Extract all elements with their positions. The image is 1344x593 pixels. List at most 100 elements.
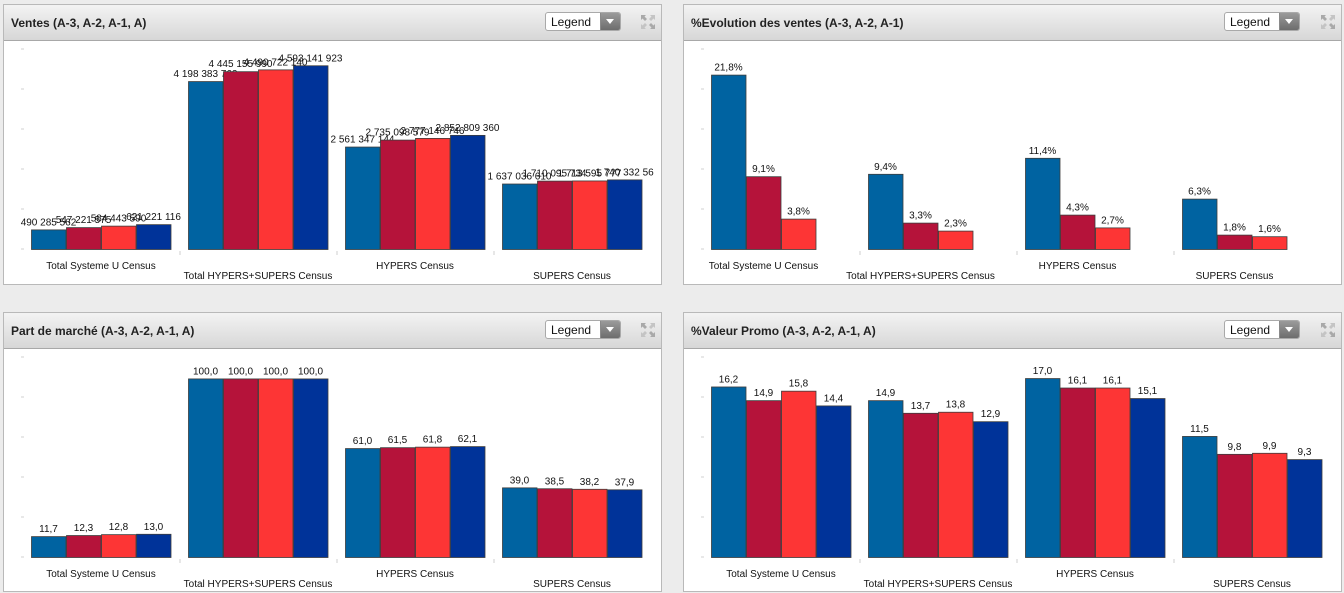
- bar[interactable]: [781, 390, 817, 558]
- bar[interactable]: [415, 446, 451, 558]
- bar[interactable]: [572, 180, 608, 250]
- data-label: 38,5: [545, 476, 565, 487]
- bar[interactable]: [136, 533, 172, 558]
- bar[interactable]: [868, 173, 904, 250]
- panel-ventes: Ventes (A-3, A-2, A-1, A) Legend 490 285…: [3, 4, 662, 285]
- expand-icon[interactable]: [1320, 322, 1336, 338]
- bar[interactable]: [1060, 214, 1096, 250]
- bar[interactable]: [1025, 378, 1061, 558]
- bar[interactable]: [31, 229, 67, 250]
- legend-dropdown[interactable]: Legend: [545, 12, 621, 31]
- data-label: 17,0: [1033, 366, 1053, 377]
- data-label: 1,8%: [1223, 223, 1246, 234]
- data-label: 2,3%: [944, 219, 967, 230]
- bar[interactable]: [781, 218, 817, 250]
- bar[interactable]: [66, 227, 102, 250]
- category-label: HYPERS Census: [376, 569, 454, 580]
- panel-valeur-promo: %Valeur Promo (A-3, A-2, A-1, A) Legend …: [683, 312, 1342, 592]
- data-label: 100,0: [298, 366, 323, 377]
- panel-header: %Evolution des ventes (A-3, A-2, A-1) Le…: [684, 5, 1341, 41]
- bar[interactable]: [66, 535, 102, 558]
- bar[interactable]: [223, 378, 259, 558]
- chevron-down-icon: [600, 13, 620, 30]
- data-label: 621 221 116: [126, 212, 181, 223]
- bar[interactable]: [711, 386, 747, 558]
- legend-dropdown-label: Legend: [1230, 323, 1271, 337]
- bar[interactable]: [1060, 387, 1096, 558]
- bar[interactable]: [868, 400, 904, 558]
- bar[interactable]: [293, 65, 329, 250]
- bar[interactable]: [607, 179, 643, 250]
- data-label: 16,1: [1068, 376, 1088, 387]
- legend-dropdown[interactable]: Legend: [1224, 12, 1300, 31]
- bar[interactable]: [345, 146, 381, 250]
- bar[interactable]: [1025, 157, 1061, 250]
- data-label: 11,7: [39, 524, 58, 535]
- bar[interactable]: [502, 487, 538, 558]
- bar[interactable]: [1095, 387, 1131, 558]
- bar[interactable]: [746, 176, 782, 250]
- legend-dropdown-label: Legend: [551, 323, 592, 337]
- expand-icon[interactable]: [640, 322, 656, 338]
- panel-header: Part de marché (A-3, A-2, A-1, A) Legend: [4, 313, 661, 349]
- bar[interactable]: [502, 183, 538, 250]
- bar[interactable]: [258, 378, 294, 558]
- category-label: SUPERS Census: [1196, 271, 1274, 282]
- bar[interactable]: [537, 488, 573, 558]
- data-label: 12,9: [981, 409, 1001, 420]
- bar[interactable]: [746, 400, 782, 558]
- bar[interactable]: [816, 405, 852, 558]
- bar[interactable]: [903, 222, 939, 250]
- bar[interactable]: [1252, 236, 1288, 250]
- bar[interactable]: [1095, 227, 1131, 250]
- bar[interactable]: [903, 412, 939, 558]
- bar[interactable]: [136, 224, 172, 250]
- panel-header: %Valeur Promo (A-3, A-2, A-1, A) Legend: [684, 313, 1341, 349]
- legend-dropdown-label: Legend: [551, 15, 592, 29]
- bar[interactable]: [1287, 459, 1323, 558]
- panel-title: Part de marché (A-3, A-2, A-1, A): [11, 324, 195, 338]
- data-label: 14,4: [824, 393, 844, 404]
- expand-icon[interactable]: [640, 14, 656, 30]
- bar[interactable]: [380, 139, 416, 250]
- bar[interactable]: [1217, 453, 1253, 558]
- bar[interactable]: [380, 447, 416, 558]
- bar[interactable]: [1130, 398, 1166, 558]
- bar[interactable]: [1182, 436, 1218, 558]
- bar[interactable]: [101, 534, 137, 558]
- data-label: 1 740 332 56: [595, 167, 654, 178]
- bar[interactable]: [537, 180, 573, 250]
- legend-dropdown[interactable]: Legend: [545, 320, 621, 339]
- bar[interactable]: [258, 69, 294, 250]
- bar[interactable]: [345, 448, 381, 558]
- bar[interactable]: [450, 134, 486, 250]
- bar[interactable]: [450, 446, 486, 558]
- bar[interactable]: [223, 71, 259, 250]
- bar[interactable]: [938, 230, 974, 250]
- category-label: HYPERS Census: [376, 261, 454, 272]
- chevron-down-icon: [1279, 13, 1299, 30]
- bar[interactable]: [607, 489, 643, 558]
- bar[interactable]: [711, 74, 747, 250]
- bar[interactable]: [31, 536, 67, 558]
- data-label: 13,7: [911, 401, 931, 412]
- data-label: 9,9: [1263, 441, 1277, 452]
- bar[interactable]: [415, 138, 451, 250]
- data-label: 14,9: [754, 388, 774, 399]
- data-label: 11,4%: [1029, 146, 1057, 157]
- bar[interactable]: [973, 421, 1009, 558]
- bar[interactable]: [572, 488, 608, 558]
- bar[interactable]: [1182, 198, 1218, 250]
- bar[interactable]: [188, 378, 224, 558]
- data-label: 1 710 095 734: [523, 169, 587, 180]
- bar[interactable]: [188, 81, 224, 250]
- bar[interactable]: [1252, 452, 1288, 558]
- category-label: SUPERS Census: [533, 271, 611, 282]
- legend-dropdown[interactable]: Legend: [1224, 320, 1300, 339]
- bar[interactable]: [293, 378, 329, 558]
- bar[interactable]: [101, 225, 137, 250]
- data-label: 15,1: [1138, 386, 1158, 397]
- bar[interactable]: [1217, 234, 1253, 250]
- expand-icon[interactable]: [1320, 14, 1336, 30]
- bar[interactable]: [938, 411, 974, 558]
